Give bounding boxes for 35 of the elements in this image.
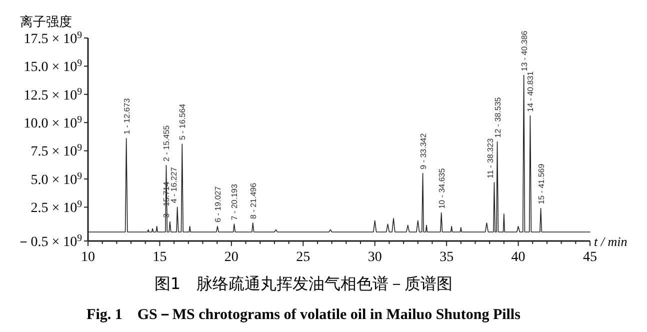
- annotation: 15 - 41.569: [536, 163, 546, 204]
- x-tick-label: 30: [368, 250, 382, 265]
- x-tick-label: 40: [511, 250, 526, 265]
- y-tick-label: 7.5 × 10$^{9}$: [30, 142, 82, 160]
- annotation: 3 - 15.714: [162, 181, 171, 218]
- y-axis-title: 离子强度: [20, 14, 72, 30]
- x-axis-title: t / min: [594, 234, 628, 249]
- y-tick-label: 5.0 × 10$^{9}$: [30, 170, 82, 188]
- annotation: 11 - 38.323: [486, 138, 496, 178]
- annotation: 4 - 16.227: [169, 166, 178, 204]
- annotation: 1 - 12.673: [122, 98, 132, 134]
- x-tick-label: 25: [296, 250, 310, 265]
- annotation: 12 - 38.535: [493, 96, 502, 138]
- annotation: 8 - 21.496: [248, 182, 258, 219]
- x-tick-label: 45: [583, 250, 597, 265]
- annotation: 13 - 40.386: [520, 30, 529, 72]
- annotation: 7 - 20.193: [230, 184, 240, 220]
- x-tick-label: 35: [440, 250, 454, 265]
- x-tick-label: 10: [81, 250, 95, 265]
- annotation: 9 - 33.342: [418, 132, 428, 170]
- annotation: 10 - 34.635: [437, 168, 446, 209]
- y-tick-label: 17.5 × 10$^{9}$: [24, 29, 82, 47]
- annotation: 5 - 16.564: [178, 103, 188, 140]
- text: 图1 脉络疏通丸挥发油气相色谱－质谱图: [154, 274, 453, 293]
- x-tick-label: 20: [224, 250, 238, 265]
- annotation: 2 - 15.455: [162, 124, 172, 162]
- annotation: 14 - 40.831: [526, 70, 536, 112]
- y-tick-label: 15.0 × 10$^{9}$: [24, 58, 82, 76]
- y-tick-label: 12.5 × 10$^{9}$: [24, 86, 82, 104]
- annotation: 6 - 19.027: [213, 186, 222, 222]
- text: Fig. 1 GS－MS chrotograms of volatile oil in Mailuo Shutong Pills: [86, 307, 521, 323]
- y-tick-label: 10.0 × 10$^{9}$: [24, 114, 82, 132]
- y-tick-label: －0.5 × 10$^{9}$: [16, 232, 82, 250]
- y-tick-label: 2.5 × 10$^{9}$: [30, 198, 82, 216]
- x-tick-label: 15: [152, 250, 167, 265]
